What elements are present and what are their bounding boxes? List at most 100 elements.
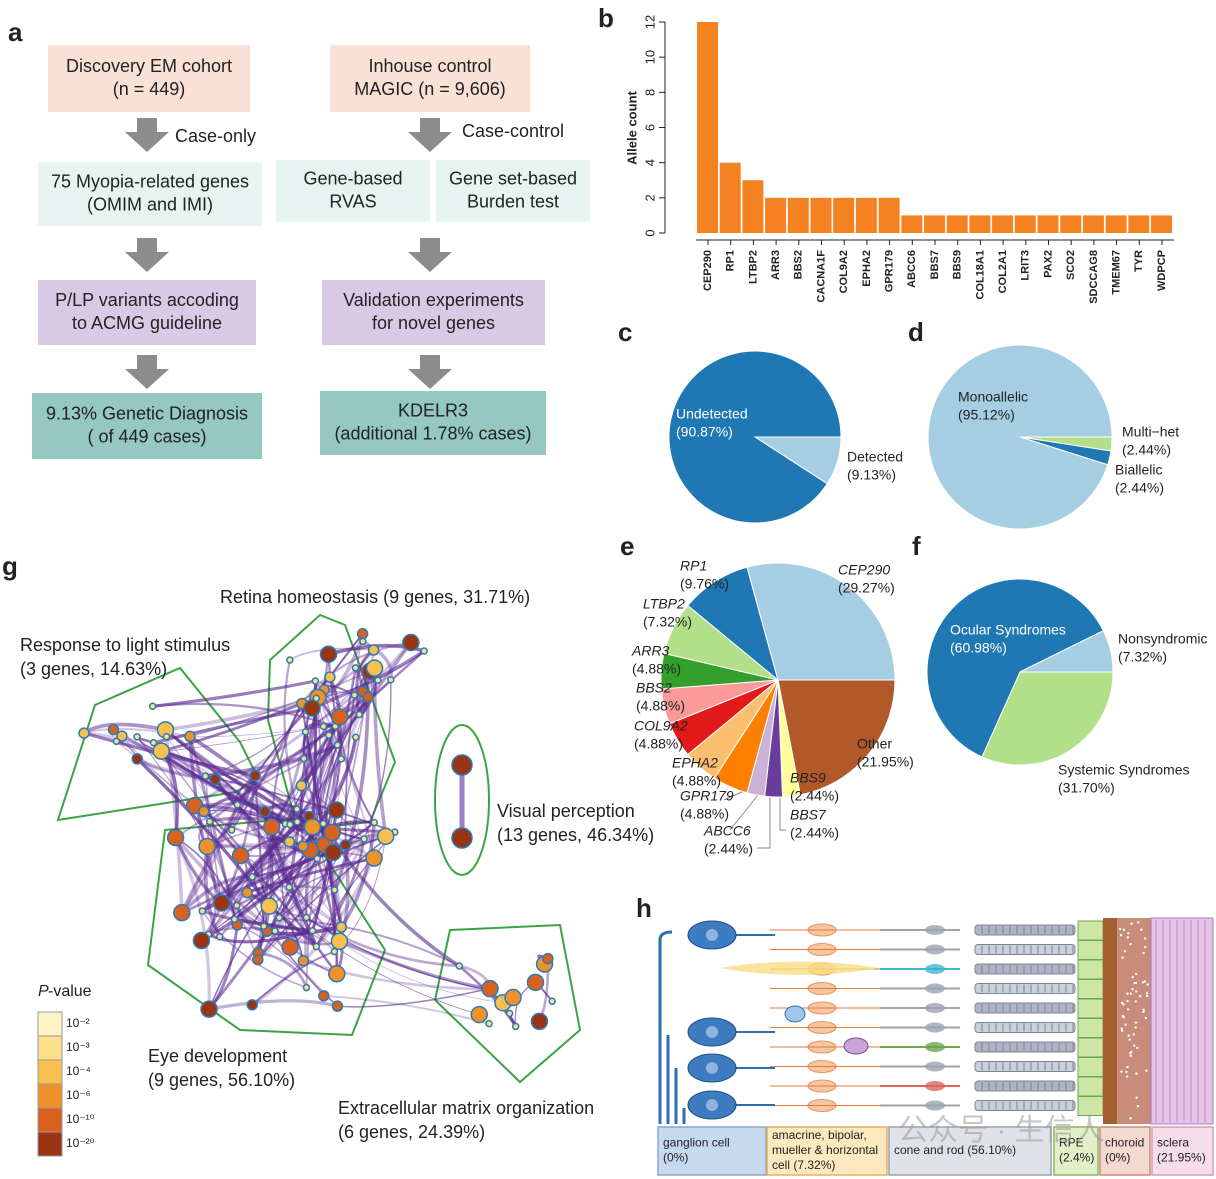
choroid-dot: [1140, 928, 1143, 931]
cell-type-label: (0%): [1105, 1151, 1130, 1165]
choroid-dot: [1136, 921, 1140, 924]
cluster-label: Response to light stimulus: [20, 635, 230, 655]
network-node: [330, 947, 339, 956]
network-node: [359, 637, 367, 646]
panel-label: g: [2, 551, 18, 581]
network-edge: [283, 659, 299, 810]
bar: [810, 197, 832, 233]
network-node: [198, 805, 210, 818]
choroid-dot: [1142, 1008, 1145, 1011]
ganglion-nucleus: [706, 929, 718, 941]
legend-swatch: [37, 1131, 63, 1157]
network-node: [324, 843, 342, 862]
network-edge: [251, 950, 335, 1006]
network-edge: [266, 823, 325, 934]
choroid-dot: [1125, 1075, 1129, 1078]
pie-value-label: (4.88%): [634, 736, 683, 752]
network-node: [319, 645, 338, 663]
pie-value-label: (4.88%): [636, 698, 685, 714]
outer-segment: [974, 944, 1076, 955]
cluster-label: (6 genes, 24.39%): [338, 1122, 485, 1142]
network-node: [131, 753, 144, 765]
pie-value-label: (4.88%): [672, 773, 721, 789]
network-edge: [207, 844, 330, 856]
network-edge: [332, 697, 370, 891]
network-node: [330, 932, 349, 951]
bar: [765, 197, 787, 233]
network-node: [337, 755, 346, 763]
bar: [946, 215, 968, 233]
outer-segment: [974, 983, 1076, 994]
network-node: [192, 931, 211, 950]
network-node: [451, 827, 473, 849]
x-tick-label: RP1: [725, 250, 737, 271]
network-node: [360, 835, 368, 843]
pie-slice: [927, 344, 1113, 530]
network-node: [283, 836, 296, 848]
network-node: [312, 942, 321, 951]
pie-value-label: (29.27%): [838, 580, 895, 596]
x-tick-label: LTBP2: [747, 250, 759, 284]
panel-label: f: [912, 531, 921, 561]
network-edge: [136, 736, 208, 847]
flow-text: to ACMG guideline: [72, 313, 222, 333]
x-tick-label: EPHA2: [861, 250, 873, 287]
flow-text: MAGIC (n = 9,606): [354, 79, 506, 99]
network-node: [303, 818, 322, 836]
bar: [697, 22, 718, 233]
flow-text: Burden test: [467, 191, 559, 211]
pie-slice: [668, 350, 842, 524]
photoreceptor-body: [925, 1061, 945, 1072]
network-node: [293, 818, 302, 826]
cluster-label: Retina homeostasis (9 genes, 31.71%): [220, 587, 530, 607]
ganglion-nucleus: [706, 1026, 718, 1038]
network-node: [420, 647, 428, 655]
network-node: [330, 886, 339, 894]
network-edge: [315, 831, 396, 947]
network-edge: [256, 851, 335, 961]
pie-label: CEP290: [838, 562, 890, 578]
pie-label: Biallelic: [1115, 462, 1162, 478]
network-edge: [311, 649, 426, 710]
rpe-cell: [1077, 1096, 1104, 1116]
network-node: [355, 710, 364, 719]
pie-label: Ocular Syndromes: [950, 622, 1066, 638]
legend-swatch: [37, 1083, 63, 1109]
choroid-vessel: [1103, 918, 1117, 1124]
pie-label: GPR179: [680, 788, 734, 804]
network-node: [133, 733, 141, 741]
pie-label: ARR3: [631, 643, 670, 659]
pie-value-label: (2.44%): [704, 841, 753, 857]
cell-type-label: sclera: [1157, 1136, 1189, 1150]
network-edge: [188, 736, 236, 920]
network-node: [198, 907, 207, 915]
legend-swatch: [37, 1011, 63, 1037]
choroid-dot: [1133, 981, 1136, 985]
choroid-dot: [1132, 1033, 1135, 1036]
legend-swatch: [37, 1059, 63, 1085]
pie-value-label: (7.32%): [643, 614, 692, 630]
pie-value-label: (2.44%): [1122, 442, 1171, 458]
choroid-dot: [1122, 1003, 1125, 1006]
flow-box: [38, 162, 262, 226]
ganglion-axons: [658, 930, 686, 1124]
pie-value-label: (21.95%): [857, 754, 914, 770]
leader-line: [779, 797, 786, 831]
network-node: [227, 826, 236, 834]
y-tick-label: 8: [642, 89, 657, 96]
flow-text: Discovery EM cohort: [66, 56, 232, 76]
network-node: [166, 828, 185, 847]
flow-text: Gene set-based: [449, 168, 577, 188]
network-node: [481, 979, 499, 998]
cluster-label: (3 genes, 14.63%): [20, 659, 167, 679]
bar: [1128, 215, 1150, 233]
network-edge: [153, 706, 313, 745]
outer-segment: [974, 1022, 1076, 1033]
network-node: [387, 676, 395, 684]
network-node: [328, 965, 346, 983]
legend-label: 10⁻⁶: [66, 1088, 91, 1102]
network-edge: [278, 826, 314, 919]
network-edge: [288, 713, 362, 826]
bar: [1037, 215, 1059, 233]
